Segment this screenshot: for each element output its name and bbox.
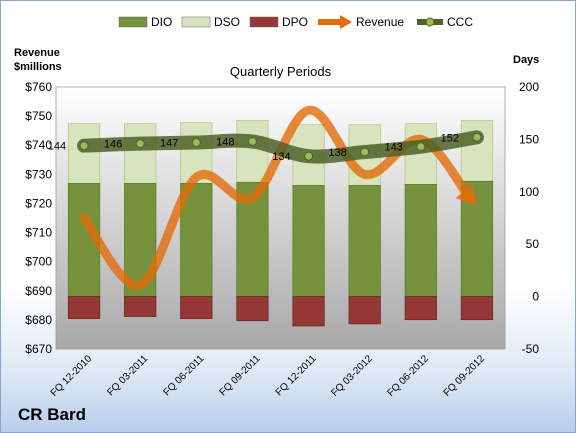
- ccc-point: [416, 142, 426, 152]
- category-label: FQ 09-2011: [218, 353, 263, 398]
- ccc-point: [79, 141, 89, 151]
- right-tick-label: 100: [519, 185, 539, 199]
- ccc-data-label: 138: [328, 147, 346, 159]
- ccc-data-label: 143: [384, 142, 402, 154]
- dio-bar: [292, 185, 325, 297]
- dpo-bar: [292, 296, 325, 327]
- dpo-bar: [348, 296, 381, 325]
- right-tick-label: 50: [526, 237, 540, 251]
- ccc-data-label: 148: [216, 136, 234, 148]
- dso-bar: [67, 123, 101, 184]
- chart-title: Quarterly Periods: [230, 64, 332, 79]
- legend-label: CCC: [447, 15, 473, 29]
- right-tick-label: 150: [519, 132, 539, 146]
- left-tick-label: $690: [25, 284, 52, 298]
- right-axis-title: Days: [513, 54, 539, 66]
- ccc-line: [77, 130, 484, 164]
- left-tick-label: $750: [25, 109, 52, 123]
- ccc-data-label: 146: [104, 139, 122, 151]
- company-name: CR Bard: [18, 405, 87, 424]
- legend-label: DIO: [151, 15, 172, 29]
- ccc-point: [191, 138, 201, 148]
- left-tick-label: $740: [25, 138, 52, 152]
- left-tick-label: $710: [25, 226, 52, 240]
- left-tick-label: $730: [25, 167, 52, 181]
- right-tick-label: 200: [519, 80, 539, 94]
- left-tick-label: $680: [25, 313, 52, 327]
- category-label: FQ 03-2011: [105, 353, 150, 398]
- ccc-point: [304, 151, 314, 161]
- legend-swatch: [118, 16, 148, 28]
- category-label: FQ 06-2012: [385, 353, 431, 399]
- dpo-bar: [236, 296, 269, 322]
- category-label: FQ 12-2010: [49, 353, 95, 399]
- right-tick-label: -50: [522, 342, 540, 356]
- dio-bar: [404, 184, 437, 298]
- left-axis-title: Revenue: [14, 47, 60, 59]
- dpo-bar: [460, 296, 494, 321]
- dso-bar: [124, 123, 157, 184]
- dpo-bar: [404, 296, 437, 321]
- legend-label: Revenue: [356, 15, 404, 29]
- legend-label: DSO: [214, 15, 240, 29]
- dpo-bar: [124, 296, 157, 317]
- legend-swatch: [249, 16, 279, 28]
- ccc-data-label: 134: [272, 151, 290, 163]
- legend-swatch: [425, 17, 435, 27]
- category-label: FQ 06-2011: [161, 353, 206, 398]
- right-tick-label: 0: [532, 290, 539, 304]
- category-label: FQ 12-2011: [274, 353, 319, 398]
- ccc-data-label: 147: [160, 138, 178, 150]
- dpo-bar: [180, 296, 213, 320]
- dpo-bar: [67, 296, 101, 320]
- left-axis-title: $millions: [14, 61, 62, 73]
- plot-area: [55, 86, 506, 350]
- revenue-arrowhead: [455, 183, 477, 207]
- left-tick-label: $760: [25, 80, 52, 94]
- dso-bar: [460, 120, 494, 182]
- ccc-point: [247, 136, 257, 146]
- left-tick-label: $700: [25, 255, 52, 269]
- legend-label: DPO: [282, 15, 308, 29]
- ccc-point: [472, 132, 482, 142]
- category-label: FQ 03-2012: [329, 353, 375, 399]
- ccc-data-label: 152: [441, 132, 459, 144]
- left-tick-label: $670: [25, 342, 52, 356]
- left-tick-label: $720: [25, 196, 52, 210]
- ccc-data-label: 144: [48, 141, 66, 153]
- dso-bar: [236, 120, 269, 183]
- dio-bar: [348, 185, 381, 297]
- category-label: FQ 09-2012: [442, 353, 488, 399]
- ccc-point: [360, 147, 370, 157]
- ccc-point: [135, 139, 145, 149]
- legend-swatch: [181, 16, 211, 28]
- legend-swatch: [340, 15, 352, 29]
